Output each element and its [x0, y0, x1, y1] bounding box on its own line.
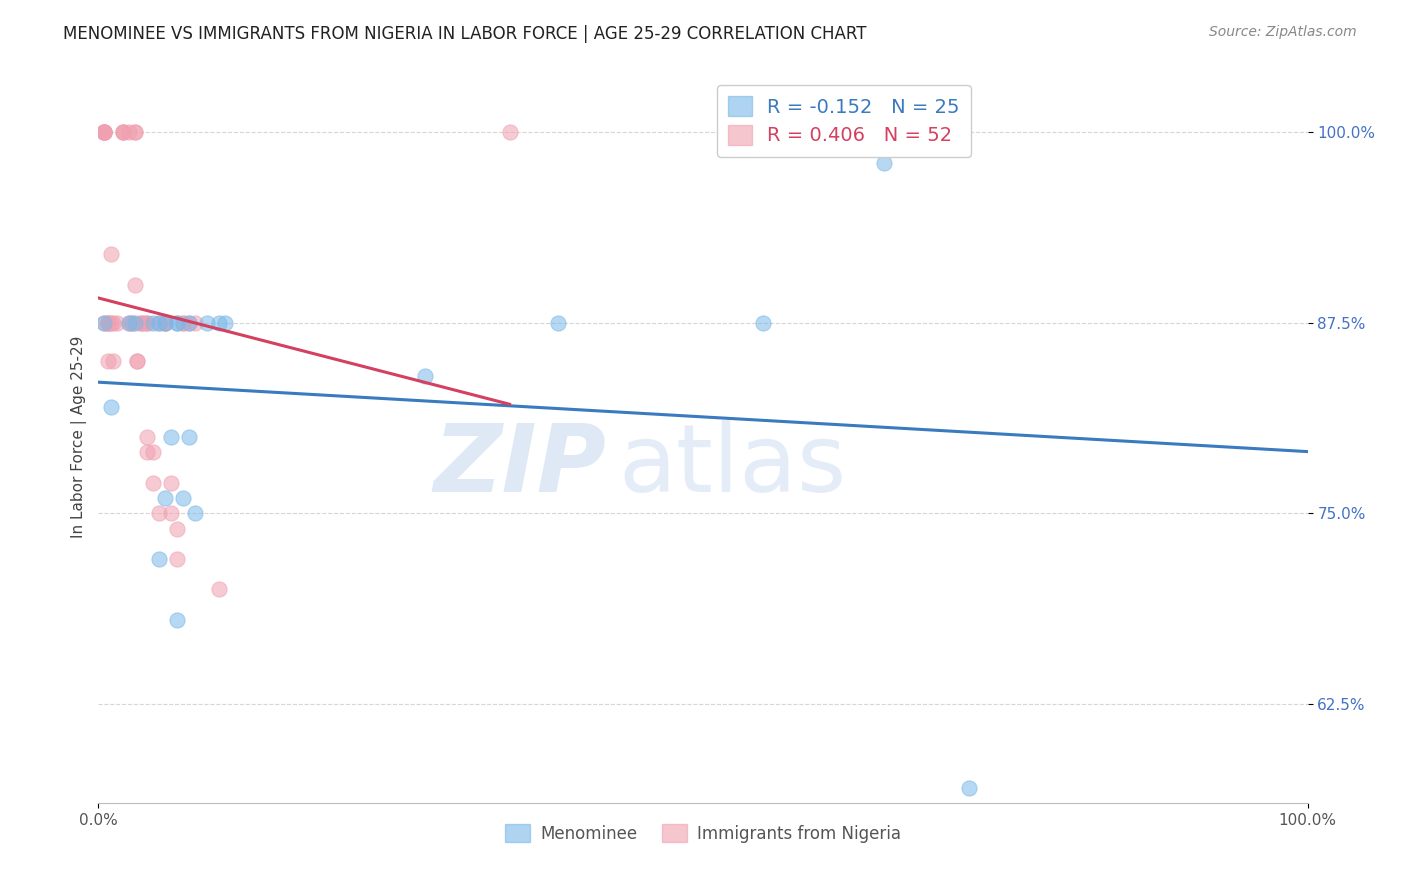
- Text: MENOMINEE VS IMMIGRANTS FROM NIGERIA IN LABOR FORCE | AGE 25-29 CORRELATION CHAR: MENOMINEE VS IMMIGRANTS FROM NIGERIA IN …: [63, 25, 866, 43]
- Point: [166, 316, 188, 330]
- Point: [105, 316, 128, 330]
- Point: [148, 552, 170, 566]
- Point: [195, 316, 218, 330]
- Point: [957, 780, 980, 795]
- Point: [179, 316, 201, 330]
- Point: [153, 316, 176, 330]
- Point: [134, 316, 156, 330]
- Point: [142, 475, 165, 490]
- Point: [148, 316, 170, 330]
- Point: [135, 445, 157, 459]
- Point: [97, 316, 120, 330]
- Point: [214, 316, 236, 330]
- Point: [124, 277, 146, 292]
- Point: [118, 316, 141, 330]
- Point: [135, 316, 157, 330]
- Text: Source: ZipAtlas.com: Source: ZipAtlas.com: [1209, 25, 1357, 39]
- Point: [93, 125, 115, 139]
- Point: [124, 316, 146, 330]
- Point: [93, 125, 115, 139]
- Point: [160, 430, 183, 444]
- Point: [93, 316, 115, 330]
- Point: [148, 316, 170, 330]
- Point: [93, 125, 115, 139]
- Point: [111, 125, 134, 139]
- Point: [121, 316, 143, 330]
- Point: [118, 316, 141, 330]
- Point: [160, 506, 183, 520]
- Point: [97, 316, 120, 330]
- Point: [142, 445, 165, 459]
- Point: [135, 430, 157, 444]
- Point: [547, 316, 569, 330]
- Point: [179, 430, 201, 444]
- Point: [111, 125, 134, 139]
- Point: [118, 125, 141, 139]
- Point: [127, 354, 149, 368]
- Point: [166, 522, 188, 536]
- Point: [101, 354, 124, 368]
- Point: [208, 582, 231, 597]
- Point: [101, 316, 124, 330]
- Point: [127, 354, 149, 368]
- Point: [124, 125, 146, 139]
- Point: [208, 316, 231, 330]
- Point: [153, 316, 176, 330]
- Point: [100, 316, 122, 330]
- Point: [97, 354, 120, 368]
- Point: [93, 125, 115, 139]
- Point: [121, 316, 143, 330]
- Point: [184, 316, 207, 330]
- Point: [166, 552, 188, 566]
- Point: [100, 400, 122, 414]
- Point: [100, 247, 122, 261]
- Point: [97, 316, 120, 330]
- Point: [498, 125, 520, 139]
- Text: atlas: atlas: [619, 420, 846, 512]
- Y-axis label: In Labor Force | Age 25-29: In Labor Force | Age 25-29: [72, 336, 87, 538]
- Point: [111, 125, 134, 139]
- Point: [752, 316, 775, 330]
- Point: [179, 316, 201, 330]
- Point: [129, 316, 152, 330]
- Point: [153, 316, 176, 330]
- Point: [129, 316, 152, 330]
- Point: [148, 506, 170, 520]
- Point: [142, 316, 165, 330]
- Point: [166, 316, 188, 330]
- Point: [93, 125, 115, 139]
- Legend: Menominee, Immigrants from Nigeria: Menominee, Immigrants from Nigeria: [498, 818, 908, 849]
- Point: [873, 156, 896, 170]
- Point: [160, 475, 183, 490]
- Point: [135, 316, 157, 330]
- Point: [93, 125, 115, 139]
- Point: [93, 316, 115, 330]
- Text: ZIP: ZIP: [433, 420, 606, 512]
- Point: [172, 316, 194, 330]
- Point: [124, 125, 146, 139]
- Point: [166, 613, 188, 627]
- Point: [172, 316, 194, 330]
- Point: [153, 491, 176, 505]
- Point: [153, 316, 176, 330]
- Point: [184, 506, 207, 520]
- Point: [172, 491, 194, 505]
- Point: [413, 369, 436, 384]
